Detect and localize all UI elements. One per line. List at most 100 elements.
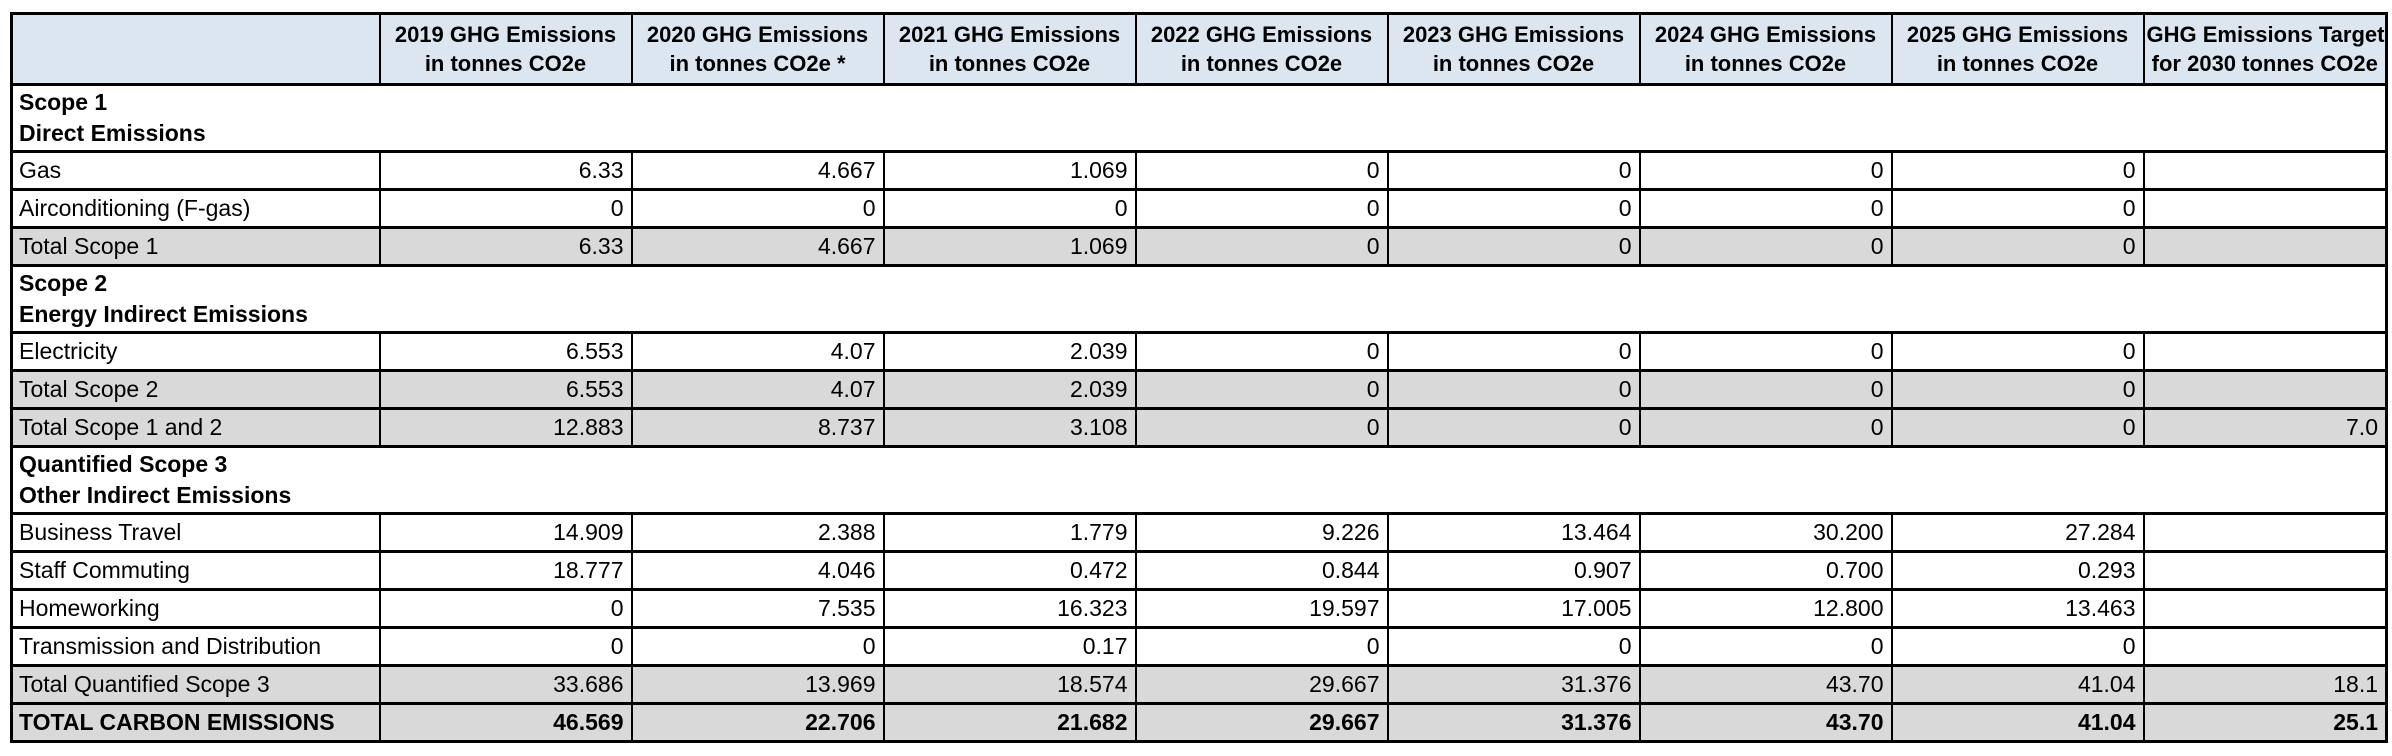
column-header-line1: 2024 GHG Emissions [1654,21,1877,47]
value-cell: 29.667 [1134,702,1389,744]
value-cell: 0 [1134,331,1389,373]
value-cell: 0 [1890,407,2145,449]
value-cell: 0 [630,626,885,668]
value-cell: 12.883 [378,407,633,449]
value-cell: 16.323 [882,588,1137,630]
column-header-line2: in tonnes CO2e [424,51,587,76]
value-cell: 0 [378,588,633,630]
value-cell: 0 [1890,369,2145,411]
value-cell: 25.1 [2142,702,2388,744]
column-header-line2: in tonnes CO2e [928,51,1091,76]
column-header: 2022 GHG Emissions in tonnes CO2e [1134,12,1389,86]
value-cell: 18.1 [2142,664,2388,706]
ghg-emissions-table: 2019 GHG Emissions in tonnes CO2e 2020 GHG… [10,12,2388,744]
grand-total-row: TOTAL CARBON EMISSIONS 46.569 22.706 21.682… [10,702,2388,744]
value-cell: 21.682 [882,702,1137,744]
value-cell: 0.700 [1638,550,1893,592]
section-label2: Other Indirect Emissions [19,482,292,509]
value-cell: 4.667 [630,226,885,268]
value-cell: 0 [882,188,1137,230]
column-header-line1: GHG Emissions Target [2146,21,2385,47]
value-cell: 0 [1386,331,1641,373]
value-cell: 0 [1638,226,1893,268]
section-row: Quantified Scope 3 Other Indirect Emissio… [10,445,2388,516]
section-label-cell: Scope 1 Direct Emissions [10,82,2388,154]
value-cell: 0 [1638,331,1893,373]
value-cell: 0 [1890,188,2145,230]
value-cell: 33.686 [378,664,633,706]
value-cell: 0 [1890,626,2145,668]
value-cell: 8.737 [630,407,885,449]
section-label2: Energy Indirect Emissions [19,301,308,328]
table-row: Gas 6.33 4.667 1.069 0 0 0 0 [10,150,2388,192]
value-cell: 0.472 [882,550,1137,592]
value-cell: 0 [1890,150,2145,192]
section-label-cell: Quantified Scope 3 Other Indirect Emissio… [10,445,2388,516]
value-cell: 9.226 [1134,512,1389,554]
row-label-cell: Homeworking [10,588,381,630]
column-header-line1: 2019 GHG Emissions [394,21,617,47]
column-header-line2: in tonnes CO2e * [669,51,846,76]
value-cell: 0 [1890,331,2145,373]
row-label-cell: Transmission and Distribution [10,626,381,668]
value-cell: 0 [1134,150,1389,192]
value-cell [2142,226,2388,268]
column-header-line1: 2021 GHG Emissions [898,21,1121,47]
value-cell: 0 [1386,226,1641,268]
value-cell: 0 [378,188,633,230]
value-cell [2142,188,2388,230]
value-cell: 0 [1638,626,1893,668]
table-row: Transmission and Distribution 0 0 0.17 0 0 0 0 [10,626,2388,668]
table-body: Scope 1 Direct Emissions Gas 6.33 4.667 1.069… [10,82,2388,744]
value-cell: 13.463 [1890,588,2145,630]
value-cell: 0 [1386,369,1641,411]
value-cell: 6.33 [378,226,633,268]
row-label-cell: Total Scope 1 [10,226,381,268]
value-cell: 0 [1638,150,1893,192]
value-cell: 41.04 [1890,664,2145,706]
row-label-cell: Electricity [10,331,381,373]
value-cell: 1.779 [882,512,1137,554]
value-cell: 17.005 [1386,588,1641,630]
table-row: Homeworking 0 7.535 16.323 19.597 17.005 12.80… [10,588,2388,630]
table-row: Electricity 6.553 4.07 2.039 0 0 0 0 [10,331,2388,373]
value-cell [2142,550,2388,592]
row-label-cell: Staff Commuting [10,550,381,592]
value-cell: 4.07 [630,331,885,373]
value-cell: 0 [630,188,885,230]
column-header: 2021 GHG Emissions in tonnes CO2e [882,12,1137,86]
value-cell [2142,626,2388,668]
value-cell: 0 [1134,226,1389,268]
row-label-cell: Gas [10,150,381,192]
column-header: 2020 GHG Emissions in tonnes CO2e * [630,12,885,86]
value-cell: 0 [1638,369,1893,411]
value-cell: 2.039 [882,369,1137,411]
column-header: 2023 GHG Emissions in tonnes CO2e [1386,12,1641,86]
value-cell: 31.376 [1386,702,1641,744]
row-label-cell: Total Quantified Scope 3 [10,664,381,706]
value-cell: 0.17 [882,626,1137,668]
section-label-cell: Scope 2 Energy Indirect Emissions [10,264,2388,335]
section-label: Quantified Scope 3 [19,451,228,478]
value-cell [2142,588,2388,630]
value-cell: 7.0 [2142,407,2388,449]
value-cell: 0 [1386,150,1641,192]
column-header-line1: 2023 GHG Emissions [1402,21,1625,47]
value-cell: 0.907 [1386,550,1641,592]
column-header [10,12,381,86]
value-cell: 43.70 [1638,702,1893,744]
total-row: Total Quantified Scope 3 33.686 13.969 18.5… [10,664,2388,706]
row-label-cell: TOTAL CARBON EMISSIONS [10,702,381,744]
value-cell [2142,150,2388,192]
column-header-line1: 2020 GHG Emissions [646,21,869,47]
value-cell: 46.569 [378,702,633,744]
column-header-line2: in tonnes CO2e [1432,51,1595,76]
emissions-data-grid: 2019 GHG Emissions in tonnes CO2e 2020 GHG… [10,12,2388,744]
row-label-cell: Total Scope 2 [10,369,381,411]
value-cell: 13.969 [630,664,885,706]
column-header: 2019 GHG Emissions in tonnes CO2e [378,12,633,86]
value-cell: 12.800 [1638,588,1893,630]
row-label-cell: Total Scope 1 and 2 [10,407,381,449]
value-cell: 6.33 [378,150,633,192]
column-header: 2025 GHG Emissions in tonnes CO2e [1890,12,2145,86]
